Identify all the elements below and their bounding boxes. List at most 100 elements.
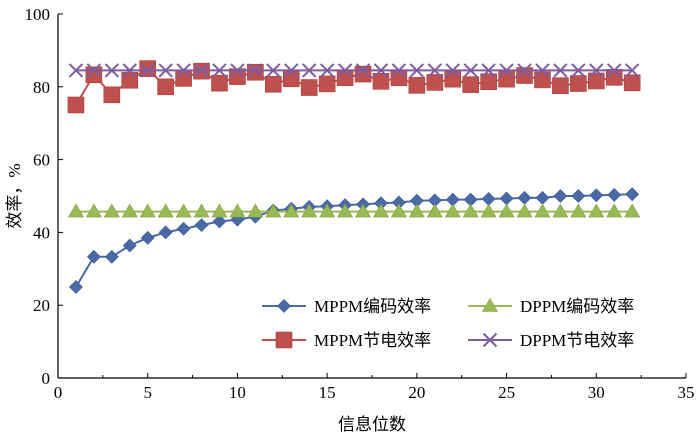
series-layer [67, 60, 641, 294]
data-point [318, 75, 336, 93]
data-point [408, 203, 425, 218]
data-point [104, 249, 119, 264]
data-point [427, 63, 443, 78]
legend-marker [481, 297, 499, 312]
data-point [229, 203, 246, 218]
y-axis-label: 效率，% [5, 163, 24, 228]
x-tick-label: 0 [54, 383, 63, 402]
data-point [69, 280, 83, 294]
data-point [445, 63, 460, 78]
data-point [481, 63, 496, 78]
legend-marker [482, 332, 498, 348]
data-point [625, 187, 640, 202]
legend-item: DPPM编码效率 [468, 297, 634, 316]
data-point [426, 203, 443, 218]
data-point [587, 72, 605, 90]
data-point [390, 203, 407, 218]
legend: MPPM编码效率 DPPM编码效率 MPPM节电效率 DPPM节电效率 [262, 297, 634, 350]
data-point [284, 63, 299, 78]
data-point [301, 63, 317, 78]
data-point [535, 190, 550, 205]
data-point [301, 203, 318, 218]
legend-item: MPPM节电效率 [262, 331, 431, 350]
data-point [408, 77, 426, 94]
data-point [212, 63, 227, 78]
data-point [517, 190, 532, 205]
x-tick-label: 5 [143, 383, 152, 402]
data-point [606, 203, 623, 218]
data-point [176, 221, 191, 236]
data-point [319, 63, 335, 78]
data-point [354, 65, 372, 83]
data-point [372, 73, 390, 90]
y-tick-label: 40 [33, 223, 50, 242]
data-point [194, 63, 209, 78]
legend-marker [275, 331, 293, 349]
data-point [176, 63, 191, 78]
x-tick-label: 15 [319, 383, 336, 402]
data-point [193, 203, 210, 218]
data-point [517, 63, 532, 78]
data-point [553, 189, 568, 203]
data-point [211, 74, 228, 92]
y-tick-label: 0 [42, 369, 51, 388]
data-point [481, 191, 496, 206]
data-point [175, 203, 192, 218]
data-point [588, 203, 605, 218]
data-point [248, 63, 263, 78]
data-point [229, 68, 246, 85]
x-tick-label: 25 [498, 383, 515, 402]
data-point [122, 238, 137, 253]
y-tick-label: 20 [33, 296, 50, 315]
data-point [498, 203, 515, 218]
data-point [463, 63, 478, 78]
data-point [265, 203, 282, 218]
data-point [337, 203, 354, 218]
data-point [444, 203, 461, 218]
legend-label: DPPM节电效率 [520, 331, 634, 350]
data-point [266, 63, 281, 78]
data-point [68, 63, 84, 78]
data-point [194, 218, 209, 233]
data-point [265, 75, 282, 93]
data-point [553, 63, 568, 78]
data-point [175, 70, 192, 87]
data-point [140, 63, 155, 78]
y-tick-label: 60 [33, 151, 50, 170]
legend-label: MPPM节电效率 [314, 331, 431, 350]
data-point [409, 63, 425, 78]
data-point [121, 203, 138, 218]
data-point [444, 70, 462, 88]
data-point [498, 70, 515, 88]
data-point [104, 63, 120, 78]
data-point [355, 203, 372, 218]
data-point [480, 203, 497, 218]
data-point [86, 63, 102, 78]
y-tick-label: 80 [33, 78, 50, 97]
data-point [103, 86, 121, 104]
series-1 [69, 187, 640, 294]
data-point [623, 74, 641, 92]
data-point [552, 77, 569, 95]
data-point [499, 191, 514, 206]
data-point [67, 203, 84, 218]
data-point [122, 63, 137, 78]
data-point [516, 67, 533, 84]
data-point [391, 63, 407, 78]
data-point [336, 69, 354, 86]
data-point [283, 203, 300, 218]
legend-label: MPPM编码效率 [314, 297, 431, 316]
y-tick-label: 100 [25, 5, 51, 24]
x-tick-label: 30 [588, 383, 605, 402]
data-point [624, 203, 641, 218]
data-point [139, 203, 156, 218]
series-3 [67, 60, 641, 114]
ticks-layer: 0 5 10 15 20 25 30 35 0 20 40 60 80 100 [25, 5, 695, 402]
data-point [139, 60, 157, 77]
data-point [570, 75, 587, 92]
legend-marker [277, 299, 291, 313]
x-tick-label: 10 [229, 383, 246, 402]
legend-label: DPPM编码效率 [520, 297, 634, 316]
data-point [300, 79, 318, 96]
